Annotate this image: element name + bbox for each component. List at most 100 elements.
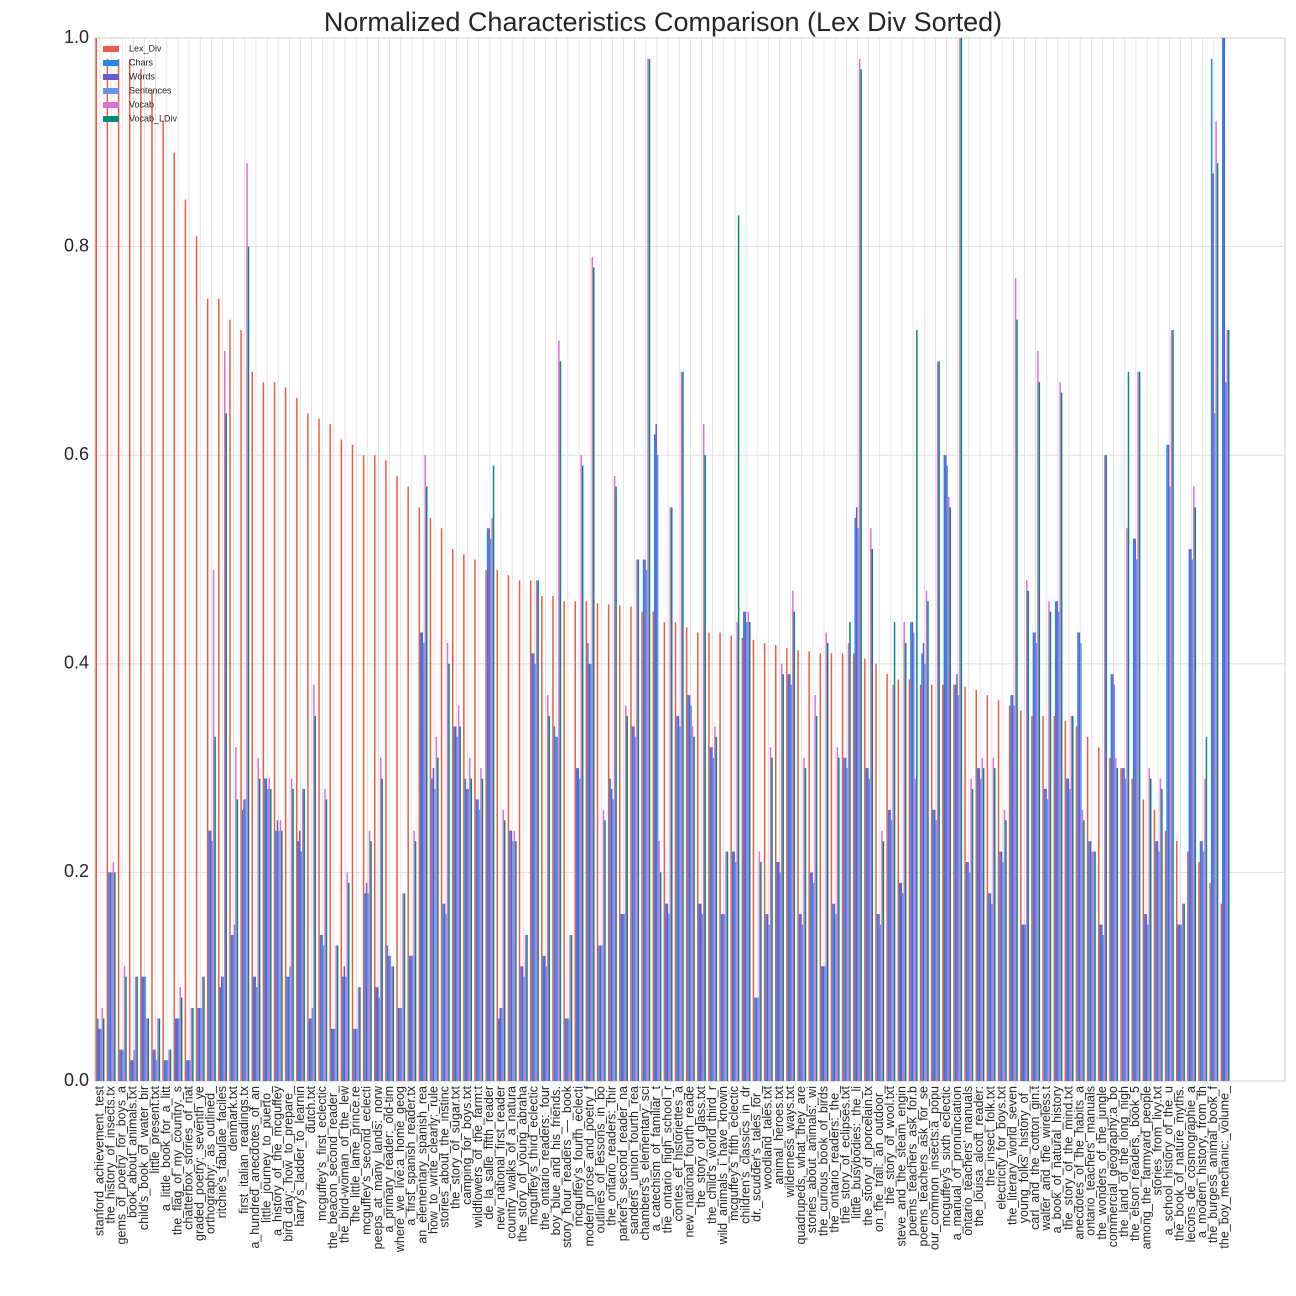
bar: [314, 715, 317, 1081]
bar: [222, 976, 225, 1081]
bar: [858, 58, 861, 1082]
bar: [1169, 486, 1171, 1081]
bar: [162, 121, 164, 1081]
bar: [544, 955, 546, 1081]
bar: [757, 997, 759, 1081]
bar: [637, 559, 640, 1081]
bar: [1167, 444, 1170, 1081]
bar: [368, 830, 371, 1081]
bar: [808, 651, 810, 1081]
bar: [599, 945, 602, 1081]
bar: [101, 1007, 103, 1081]
bar: [189, 1060, 191, 1081]
bar: [451, 549, 454, 1081]
bar: [434, 788, 436, 1081]
bar: [991, 903, 993, 1081]
bar: [647, 58, 649, 1082]
x-tick-label: camping_for_boys.txt: [460, 1085, 474, 1204]
bar: [547, 695, 549, 1081]
bar: [407, 486, 409, 1081]
bar: [722, 914, 724, 1081]
x-tick-label: the_beacon_second_reader_: [326, 1085, 340, 1249]
bar: [1025, 580, 1028, 1081]
bar: [1083, 820, 1085, 1081]
bar: [143, 976, 145, 1081]
x-tick-label: stories_about_the_instinc: [438, 1086, 452, 1228]
bar: [475, 799, 478, 1081]
bar: [411, 955, 414, 1081]
legend-swatch: [103, 46, 119, 52]
bar: [844, 757, 847, 1081]
bar: [938, 361, 940, 1082]
bar: [580, 455, 582, 1081]
bar: [1212, 173, 1214, 1082]
bar: [1013, 705, 1015, 1081]
bar: [313, 684, 315, 1081]
bar: [367, 893, 369, 1081]
bar: [289, 966, 291, 1081]
bar: [1202, 851, 1205, 1081]
bar: [359, 987, 361, 1081]
x-tick-label: the_story_of_porcelain.tx: [861, 1085, 875, 1225]
bar: [904, 642, 907, 1081]
bar: [847, 642, 850, 1081]
bar: [922, 642, 925, 1081]
bar: [545, 966, 548, 1081]
x-tick-label: a_manual_of_pronunciation: [950, 1086, 964, 1240]
bar: [1193, 486, 1195, 1081]
x-tick-label: where_we_live:a_home_geog: [393, 1086, 407, 1253]
bar: [822, 966, 825, 1081]
bar: [720, 914, 723, 1081]
bar: [733, 851, 735, 1081]
bar: [168, 1049, 170, 1081]
bar: [782, 674, 784, 1081]
bar: [1060, 392, 1063, 1081]
bar: [849, 622, 851, 1081]
bar: [354, 1028, 357, 1081]
bar: [1170, 330, 1173, 1081]
x-tick-label: electricity_for_boys.txt: [995, 1085, 1009, 1209]
bar: [232, 934, 234, 1081]
bar: [498, 1018, 500, 1081]
x-tick-label: mcguffey's_first_eclectic: [315, 1086, 329, 1221]
x-tick-label: ontario_teachers'_manuals: [1084, 1086, 1098, 1236]
bar: [563, 601, 565, 1081]
bar: [389, 955, 392, 1081]
bar: [1008, 705, 1011, 1081]
bar: [821, 966, 823, 1081]
bar: [111, 872, 113, 1081]
bar: [679, 726, 681, 1081]
bar: [310, 1018, 312, 1081]
x-tick-label: mcguffey's_second_eclecti: [360, 1086, 374, 1235]
bar: [375, 987, 377, 1081]
x-tick-label: the_land_of_the_long_nigh: [1117, 1086, 1131, 1237]
bar: [209, 830, 212, 1081]
bar: [553, 726, 556, 1081]
bar: [308, 1018, 311, 1081]
x-tick-label: on_the_trail:_an_outdoor_: [872, 1085, 886, 1232]
bar: [1056, 601, 1058, 1081]
bar: [466, 788, 468, 1081]
bar: [1153, 809, 1156, 1081]
bar: [1155, 841, 1157, 1081]
bar: [155, 1060, 158, 1081]
bar: [529, 580, 532, 1081]
legend-label: Vocab_LDiv: [129, 113, 178, 123]
bar: [512, 841, 514, 1081]
bar: [523, 976, 525, 1081]
bar: [723, 914, 726, 1081]
bar: [741, 637, 744, 1081]
bar: [478, 809, 481, 1081]
bar: [755, 997, 758, 1081]
bar: [1113, 684, 1116, 1081]
x-tick-label: mcguffey's_fifth_eclectic: [727, 1086, 741, 1221]
x-tick-label: sanders'_union_fourth_rea: [627, 1086, 641, 1234]
bar: [625, 705, 627, 1081]
bar: [691, 726, 694, 1081]
bar: [1180, 924, 1182, 1081]
bar: [203, 976, 205, 1081]
bar: [236, 799, 239, 1081]
bar: [564, 1018, 567, 1081]
bar: [1144, 914, 1146, 1081]
